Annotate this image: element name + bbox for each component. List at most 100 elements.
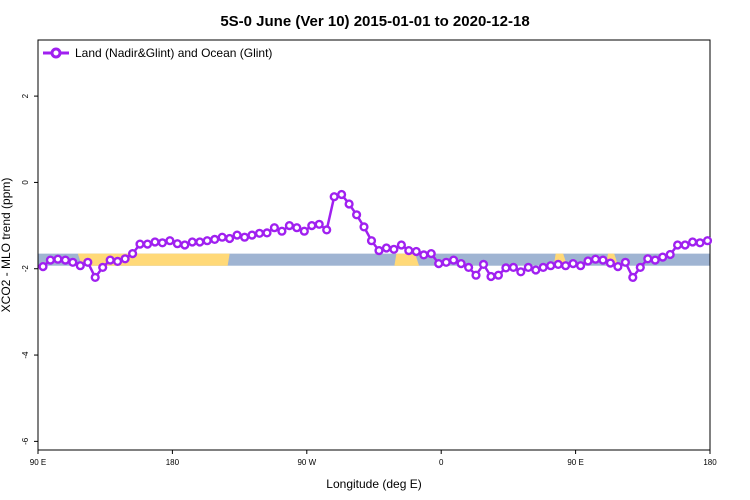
data-point (456, 259, 466, 269)
plot-frame (37, 39, 711, 451)
data-point (613, 262, 623, 272)
data-point (38, 262, 48, 272)
data-point (344, 199, 354, 209)
data-point (269, 223, 280, 233)
data-point (374, 246, 384, 256)
data-point (493, 270, 504, 280)
data-point (45, 255, 56, 265)
data-point (90, 272, 100, 283)
x-axis-label: Longitude (deg E) (326, 477, 421, 491)
data-point (53, 254, 63, 264)
data-point (568, 259, 578, 269)
data-point (75, 261, 85, 271)
data-point (180, 240, 190, 250)
x-tick-label: 90 E (30, 458, 46, 467)
x-tick-label: 90 E (567, 458, 583, 467)
data-point (240, 232, 250, 242)
data-point (299, 226, 309, 236)
data-point (359, 222, 369, 232)
data-point (702, 236, 713, 246)
data-point (635, 262, 645, 273)
data-point (83, 257, 93, 267)
data-point (254, 228, 265, 238)
x-tick-label: 0 (439, 458, 444, 467)
data-point (426, 249, 436, 259)
data-point (172, 239, 183, 249)
data-point (112, 256, 123, 267)
data-point (157, 238, 168, 248)
data-point (449, 255, 459, 265)
land-band-segment (394, 253, 420, 266)
y-tick-label: 0 (21, 180, 30, 185)
data-point (695, 238, 705, 248)
data-point (665, 249, 675, 260)
data-point (434, 259, 444, 269)
x-tick-label: 90 W (297, 458, 316, 467)
data-point (277, 226, 287, 236)
data-point (598, 255, 608, 265)
y-tick-label: 2 (21, 93, 30, 98)
data-point (628, 272, 638, 283)
data-point (486, 271, 496, 282)
data-point (620, 257, 631, 267)
data-point (471, 270, 481, 280)
data-point (165, 236, 175, 246)
data-point (381, 243, 392, 253)
data-point (523, 262, 533, 273)
data-point (687, 237, 698, 247)
data-point (441, 257, 451, 267)
chart-title: 5S-0 June (Ver 10) 2015-01-01 to 2020-12… (220, 13, 529, 30)
series-layer (38, 189, 713, 283)
data-point (105, 255, 115, 265)
data-point (150, 237, 160, 247)
data-point (389, 244, 399, 254)
data-point (516, 267, 526, 277)
data-point (396, 240, 407, 250)
data-point (195, 237, 205, 247)
data-point (680, 240, 690, 250)
data-point (605, 258, 616, 268)
data-point (590, 254, 601, 264)
data-point (262, 228, 272, 238)
data-point (560, 261, 571, 271)
data-point (643, 254, 653, 264)
y-axis-label: XCO2 - MLO trend (ppm) (0, 178, 13, 313)
data-point (120, 254, 130, 264)
y-tick-label: -6 (21, 437, 30, 445)
data-point (247, 230, 257, 240)
data-point (546, 261, 556, 271)
y-tick-label: -4 (21, 351, 30, 359)
legend-marker (50, 47, 62, 59)
data-point (329, 192, 339, 202)
data-point (225, 233, 235, 244)
data-point (650, 255, 660, 265)
data-point (508, 262, 519, 273)
data-point (352, 210, 362, 220)
x-tick-label: 180 (703, 458, 717, 467)
data-point (292, 223, 302, 233)
data-point (672, 240, 683, 250)
data-point (419, 250, 429, 260)
data-point (501, 263, 511, 273)
data-point (307, 221, 317, 231)
data-point (464, 262, 474, 273)
legend-label: Land (Nadir&Glint) and Ocean (Glint) (75, 46, 272, 60)
data-point (284, 221, 295, 231)
data-point (322, 225, 332, 235)
legend: Land (Nadir&Glint) and Ocean (Glint) (43, 46, 272, 60)
data-point (583, 256, 593, 266)
data-point (553, 259, 563, 270)
x-axis: 90 E 180 90 W 0 90 E 180 (30, 450, 717, 467)
data-point (98, 262, 108, 273)
data-point (232, 230, 242, 240)
data-point (202, 236, 212, 246)
data-point (575, 261, 586, 271)
data-point (142, 239, 153, 249)
x-tick-label: 180 (166, 458, 180, 467)
data-point (187, 237, 197, 247)
data-point (128, 249, 138, 259)
data-point (135, 239, 145, 249)
data-point (366, 236, 377, 246)
data-point (210, 234, 220, 245)
